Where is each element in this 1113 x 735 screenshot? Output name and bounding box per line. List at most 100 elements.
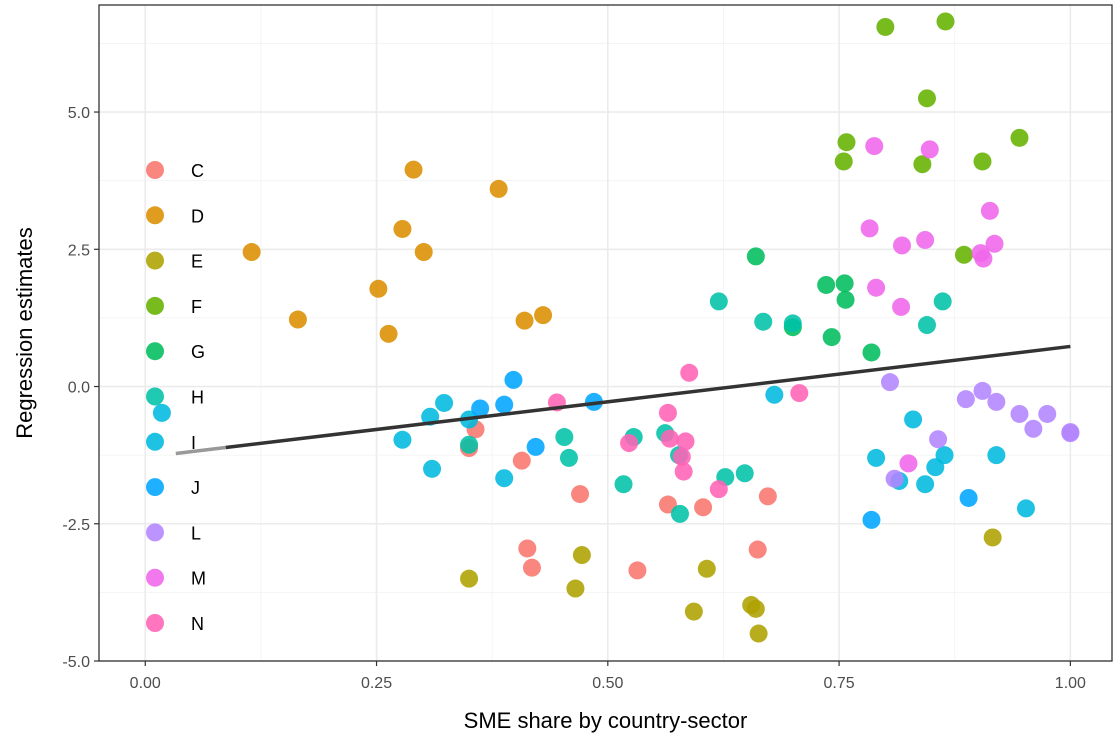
y-axis-ticks: -5.0 -2.5 0.0 2.5 5.0 bbox=[62, 105, 99, 671]
data-point-F bbox=[913, 155, 932, 174]
data-point-J bbox=[862, 510, 881, 529]
data-point-L bbox=[1038, 404, 1057, 423]
data-point-C bbox=[518, 539, 537, 558]
data-point-L bbox=[956, 390, 975, 409]
data-point-M bbox=[860, 219, 879, 238]
data-point-N bbox=[672, 447, 691, 466]
data-point-C bbox=[522, 558, 541, 577]
legend-label-M: M bbox=[191, 569, 206, 589]
y-tick-label: 0.0 bbox=[68, 380, 90, 397]
data-point-L bbox=[929, 430, 948, 449]
legend-key-M bbox=[146, 568, 164, 587]
data-point-E bbox=[697, 559, 716, 578]
x-tick-label: 0.25 bbox=[361, 675, 392, 692]
legend-key-H bbox=[146, 387, 164, 406]
legend-key-L bbox=[146, 523, 164, 542]
data-point-E bbox=[460, 569, 479, 588]
y-tick-label: 5.0 bbox=[68, 105, 90, 122]
data-point-H bbox=[783, 314, 802, 333]
data-point-H bbox=[559, 448, 578, 467]
data-point-I bbox=[435, 393, 454, 412]
data-point-C bbox=[628, 561, 647, 580]
y-tick-label: 2.5 bbox=[68, 242, 90, 259]
legend-label-G: G bbox=[191, 342, 205, 362]
data-point-M bbox=[920, 140, 939, 159]
y-tick-label: -2.5 bbox=[62, 517, 90, 534]
data-point-D bbox=[515, 311, 534, 330]
data-point-F bbox=[876, 17, 895, 36]
data-point-N bbox=[620, 434, 639, 453]
x-tick-label: 0.50 bbox=[592, 675, 623, 692]
legend-key-N bbox=[146, 614, 164, 632]
data-point-F bbox=[954, 245, 973, 264]
data-point-N bbox=[674, 462, 693, 481]
y-tick-label: -5.0 bbox=[62, 654, 90, 671]
data-point-D bbox=[379, 324, 398, 343]
data-point-I bbox=[904, 410, 923, 429]
data-point-I bbox=[152, 403, 171, 422]
data-point-I bbox=[495, 469, 514, 488]
data-point-M bbox=[980, 201, 999, 220]
data-point-N bbox=[676, 432, 695, 451]
data-point-J bbox=[526, 437, 545, 456]
data-point-I bbox=[916, 475, 935, 494]
x-tick-label: 0.00 bbox=[130, 675, 161, 692]
legend-key-F bbox=[146, 296, 164, 315]
data-point-H bbox=[933, 292, 952, 311]
data-point-I bbox=[1016, 499, 1035, 518]
data-point-H bbox=[917, 316, 936, 335]
data-point-F bbox=[917, 89, 936, 108]
data-point-E bbox=[566, 579, 585, 598]
data-point-G bbox=[836, 290, 855, 309]
data-point-N bbox=[658, 403, 677, 422]
data-point-D bbox=[393, 219, 412, 238]
data-point-H bbox=[614, 475, 633, 494]
legend-label-N: N bbox=[191, 614, 204, 634]
data-point-D bbox=[404, 160, 423, 179]
legend-key-C bbox=[146, 161, 164, 179]
data-point-E bbox=[746, 599, 765, 618]
data-point-G bbox=[817, 275, 836, 294]
fit-line-segment bbox=[225, 344, 1071, 450]
data-point-M bbox=[865, 137, 884, 156]
data-point-L bbox=[885, 469, 904, 488]
data-point-E bbox=[983, 528, 1002, 547]
data-point-F bbox=[837, 133, 856, 152]
data-point-C bbox=[571, 485, 590, 504]
data-point-G bbox=[822, 328, 841, 347]
data-point-E bbox=[684, 602, 703, 621]
fit-line-faded-segment bbox=[175, 445, 226, 456]
data-point-J bbox=[959, 488, 978, 507]
data-point-D bbox=[288, 310, 307, 329]
data-point-I bbox=[867, 448, 886, 467]
data-point-M bbox=[867, 278, 886, 297]
data-point-J bbox=[495, 395, 514, 414]
x-tick-label: 0.75 bbox=[824, 675, 855, 692]
data-point-I bbox=[423, 459, 442, 478]
data-point-D bbox=[534, 306, 553, 325]
data-point-C bbox=[512, 451, 531, 470]
data-point-N bbox=[790, 384, 809, 403]
legend-key-J bbox=[146, 478, 164, 497]
data-point-E bbox=[572, 546, 591, 565]
grid-minor bbox=[99, 5, 1112, 661]
data-point-L bbox=[973, 381, 992, 400]
data-point-D bbox=[489, 179, 508, 198]
data-point-C bbox=[694, 498, 713, 517]
legend-key-E bbox=[146, 251, 164, 270]
data-point-G bbox=[862, 343, 881, 362]
data-point-M bbox=[916, 230, 935, 249]
data-point-D bbox=[242, 243, 261, 262]
data-point-F bbox=[834, 152, 853, 171]
fit-line bbox=[175, 344, 1071, 456]
data-point-F bbox=[1010, 128, 1029, 147]
legend-label-I: I bbox=[191, 433, 196, 453]
data-point-I bbox=[935, 446, 954, 465]
legend-key-G bbox=[146, 342, 164, 361]
data-point-L bbox=[1061, 423, 1080, 442]
data-point-D bbox=[369, 279, 388, 298]
legend-label-L: L bbox=[191, 523, 201, 543]
data-point-N bbox=[680, 363, 699, 382]
data-point-N bbox=[709, 480, 728, 499]
